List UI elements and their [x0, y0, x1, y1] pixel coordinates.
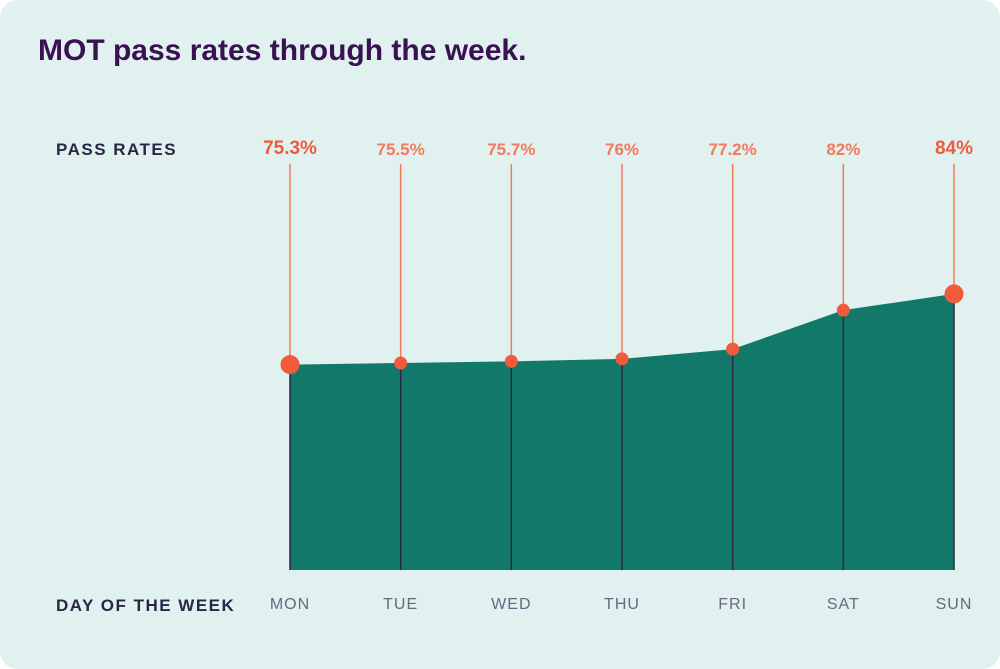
chart-card: MOT pass rates through the week. PASS RA… [0, 0, 1000, 669]
value-label: 82% [826, 140, 860, 160]
value-label: 75.7% [487, 140, 535, 160]
day-of-week-label: DAY OF THE WEEK [56, 596, 235, 616]
area-chart-svg [290, 130, 954, 570]
pass-rates-label: PASS RATES [56, 140, 177, 160]
data-marker [395, 357, 407, 369]
area-chart: 75.3%75.5%75.7%76%77.2%82%84%MONTUEWEDTH… [290, 130, 954, 570]
xaxis-label: FRI [718, 596, 747, 614]
value-label: 75.3% [263, 138, 317, 160]
value-label: 84% [935, 138, 973, 160]
xaxis-label: MON [270, 596, 310, 614]
xaxis-label: SUN [936, 596, 973, 614]
value-label: 76% [605, 140, 639, 160]
data-marker [505, 355, 517, 367]
data-marker [616, 353, 628, 365]
data-marker [281, 356, 299, 374]
data-marker [727, 343, 739, 355]
value-label: 75.5% [377, 140, 425, 160]
value-label: 77.2% [709, 140, 757, 160]
page-title: MOT pass rates through the week. [38, 34, 526, 68]
xaxis-label: THU [604, 596, 640, 614]
xaxis-label: TUE [383, 596, 418, 614]
data-marker [945, 285, 963, 303]
data-marker [837, 304, 849, 316]
xaxis-label: WED [491, 596, 531, 614]
xaxis-label: SAT [827, 596, 860, 614]
